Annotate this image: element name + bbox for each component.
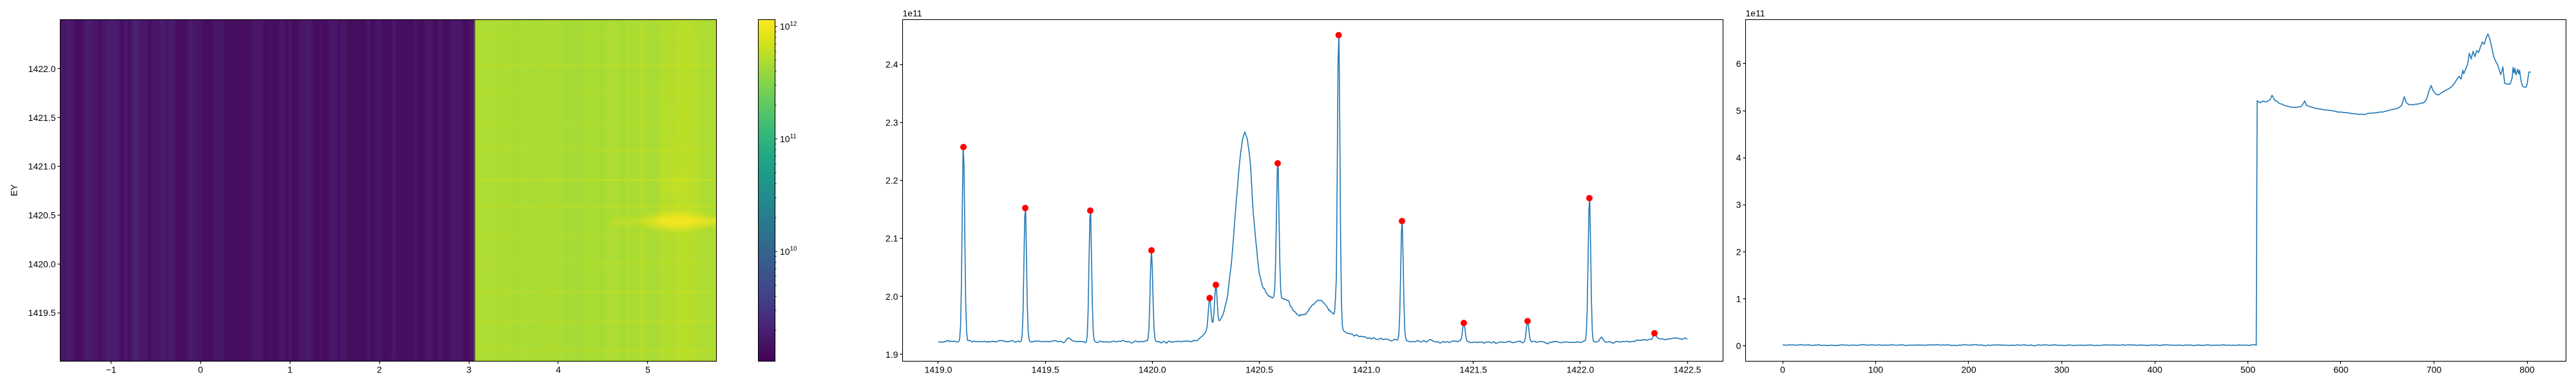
svg-text:2.1: 2.1 [886,234,898,244]
svg-text:2: 2 [1736,246,1741,257]
svg-text:2.4: 2.4 [886,59,898,69]
svg-text:1: 1 [1736,293,1741,304]
svg-text:100: 100 [1868,365,1884,375]
svg-text:1010: 1010 [780,246,797,257]
svg-text:2.3: 2.3 [886,117,898,127]
svg-text:1012: 1012 [780,21,797,32]
svg-text:4: 4 [556,365,561,375]
svg-text:1.9: 1.9 [886,349,898,360]
svg-text:1420.5: 1420.5 [1245,365,1273,375]
svg-text:1e11: 1e11 [1746,8,1765,19]
svg-text:2: 2 [377,365,382,375]
svg-text:4: 4 [1736,152,1741,163]
svg-text:−1: −1 [106,365,117,375]
svg-text:1: 1 [287,365,292,375]
svg-text:1422.5: 1422.5 [1674,365,1701,375]
svg-text:1422.0: 1422.0 [28,64,56,74]
svg-text:1421.0: 1421.0 [1352,365,1380,375]
svg-text:800: 800 [2519,365,2535,375]
svg-text:1421.5: 1421.5 [1459,365,1487,375]
svg-text:1419.5: 1419.5 [28,308,56,318]
svg-text:1421.0: 1421.0 [28,161,56,172]
svg-text:6: 6 [1736,59,1741,69]
svg-text:3: 3 [466,365,471,375]
svg-text:400: 400 [2147,365,2163,375]
svg-text:1421.5: 1421.5 [28,113,56,123]
svg-text:5: 5 [645,365,650,375]
svg-text:1011: 1011 [780,133,797,144]
svg-text:1422.0: 1422.0 [1566,365,1594,375]
svg-text:1e11: 1e11 [903,8,922,19]
svg-text:500: 500 [2240,365,2256,375]
svg-text:0: 0 [1780,365,1785,375]
svg-text:3: 3 [1736,199,1741,210]
svg-text:2.2: 2.2 [886,176,898,186]
svg-text:2.0: 2.0 [886,291,898,302]
svg-text:0: 0 [198,365,204,375]
svg-text:300: 300 [2054,365,2070,375]
svg-text:0: 0 [1736,341,1741,351]
svg-text:5: 5 [1736,106,1741,116]
svg-text:700: 700 [2427,365,2442,375]
svg-text:1420.0: 1420.0 [28,259,56,269]
svg-text:1420.0: 1420.0 [1139,365,1166,375]
svg-text:1419.5: 1419.5 [1032,365,1059,375]
svg-text:600: 600 [2333,365,2349,375]
svg-text:1419.0: 1419.0 [925,365,952,375]
svg-text:EY: EY [9,184,19,196]
svg-text:1420.5: 1420.5 [28,210,56,221]
svg-text:200: 200 [1961,365,1976,375]
